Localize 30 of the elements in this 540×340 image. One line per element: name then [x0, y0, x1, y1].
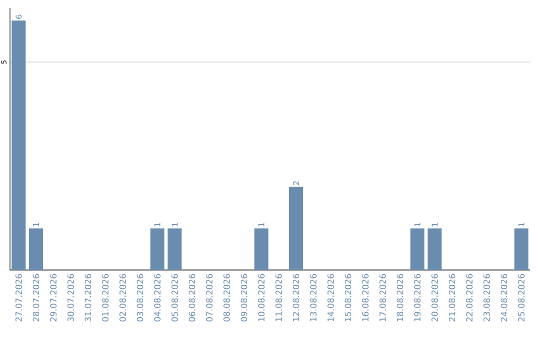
- x-tick-label: 31.07.2026: [84, 274, 92, 322]
- x-tick-label: 10.08.2026: [258, 274, 265, 322]
- x-tick-label: 30.07.2026: [67, 274, 74, 322]
- x-tick-label: 03.08.2026: [136, 274, 144, 322]
- x-tick-label: 01.08.2026: [102, 274, 109, 322]
- x-tick-label: 17.08.2026: [379, 274, 386, 322]
- x-tick-label: 20.08.2026: [431, 274, 438, 322]
- x-tick-label: 07.08.2026: [206, 274, 213, 322]
- x-tick-label: 11.08.2026: [275, 274, 282, 322]
- x-tick-label: 28.07.2026: [32, 274, 40, 322]
- x-tick-label: 13.08.2026: [310, 274, 317, 322]
- x-tick-label: 05.08.2026: [171, 274, 178, 322]
- x-tick-label: 23.08.2026: [483, 274, 490, 322]
- x-tick-label: 22.08.2026: [466, 274, 473, 322]
- x-tick-label: 24.08.2026: [500, 274, 508, 322]
- x-tick-label: 27.07.2026: [15, 274, 22, 322]
- x-tick-label: 21.08.2026: [448, 274, 456, 322]
- x-tick-label: 06.08.2026: [188, 274, 196, 322]
- x-tick-label: 29.07.2026: [50, 274, 57, 322]
- x-tick-label: 14.08.2026: [327, 274, 334, 322]
- x-tick-label: 04.08.2026: [154, 274, 161, 322]
- x-tick-label: 12.08.2026: [292, 274, 300, 322]
- x-tick-label: 25.08.2026: [518, 274, 525, 322]
- x-tick-label: 02.08.2026: [119, 274, 126, 322]
- x-tick-label: 16.08.2026: [362, 274, 369, 322]
- x-tick-label: 18.08.2026: [396, 274, 404, 322]
- x-tick-label: 19.08.2026: [414, 274, 421, 322]
- x-tick-label: 15.08.2026: [344, 274, 352, 322]
- x-tick-label: 08.08.2026: [223, 274, 230, 322]
- x-tick-label: 09.08.2026: [240, 274, 248, 322]
